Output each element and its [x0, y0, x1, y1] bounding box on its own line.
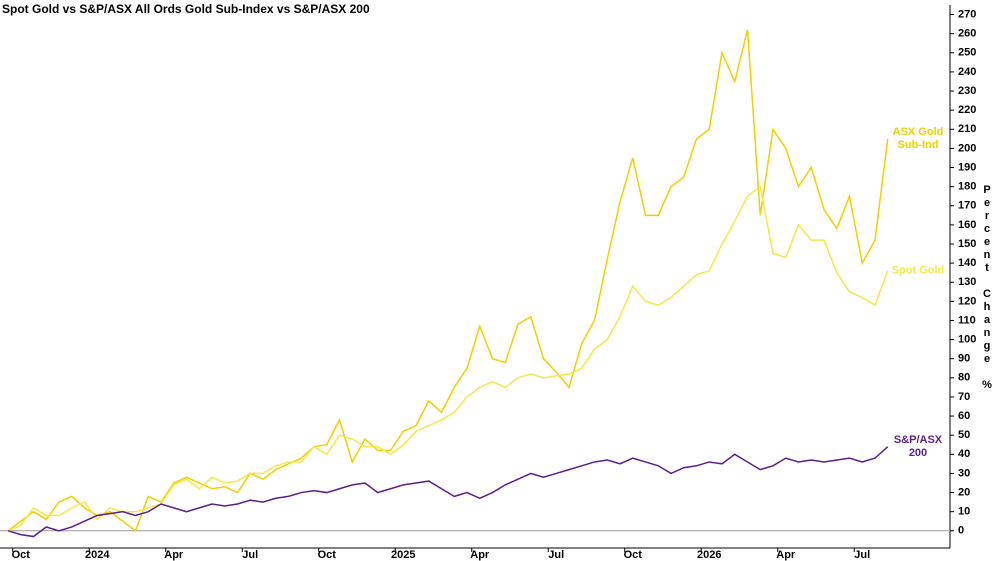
- series-line: [7, 446, 889, 538]
- series-line: [7, 29, 889, 532]
- y-tick-label: 0: [958, 525, 964, 537]
- x-tick-label: Oct: [624, 549, 643, 561]
- x-tick-label: Apr: [470, 549, 490, 561]
- x-tick-label: Oct: [12, 549, 31, 561]
- y-tick-label: 250: [958, 47, 976, 59]
- chart-title: Spot Gold vs S&P/ASX All Ords Gold Sub-I…: [2, 2, 370, 16]
- y-tick-label: 200: [958, 142, 976, 154]
- y-tick-label: 160: [958, 219, 976, 231]
- x-tick-label: Apr: [164, 549, 184, 561]
- y-tick-label: 270: [958, 8, 976, 20]
- x-tick-label: Oct: [318, 549, 337, 561]
- y-tick-label: 210: [958, 123, 976, 135]
- x-tick-label: Jul: [548, 549, 564, 561]
- y-tick-label: 120: [958, 295, 976, 307]
- y-tick-label: 70: [958, 391, 970, 403]
- y-tick-label: 230: [958, 85, 976, 97]
- y-tick-label: 10: [958, 506, 970, 518]
- y-tick-label: 170: [958, 200, 976, 212]
- y-tick-label: 30: [958, 467, 970, 479]
- series-label: S&P/ASX 200: [893, 433, 943, 459]
- y-tick-label: 130: [958, 276, 976, 288]
- y-tick-label: 240: [958, 66, 976, 78]
- y-tick-label: 50: [958, 429, 970, 441]
- x-tick-label: Jul: [854, 549, 870, 561]
- y-tick-label: 220: [958, 104, 976, 116]
- y-tick-label: 80: [958, 372, 970, 384]
- x-tick-label: 2026: [697, 549, 721, 561]
- y-tick-label: 90: [958, 353, 970, 365]
- y-tick-label: 190: [958, 161, 976, 173]
- series-line: [7, 185, 889, 532]
- y-tick-label: 150: [958, 238, 976, 250]
- y-tick-label: 260: [958, 28, 976, 40]
- y-tick-label: 180: [958, 181, 976, 193]
- y-tick-label: 100: [958, 334, 976, 346]
- x-tick-label: 2024: [85, 549, 110, 561]
- x-tick-label: Apr: [776, 549, 796, 561]
- x-tick-label: 2025: [391, 549, 415, 561]
- series-label: ASX Gold Sub-Ind: [892, 125, 944, 151]
- x-tick-label: Jul: [242, 549, 258, 561]
- y-tick-label: 40: [958, 448, 970, 460]
- y-tick-label: 60: [958, 410, 970, 422]
- series-label: Spot Gold: [891, 264, 945, 277]
- y-axis-label: Percent Change %: [981, 184, 993, 392]
- y-tick-label: 140: [958, 257, 976, 269]
- y-tick-label: 20: [958, 486, 970, 498]
- y-tick-label: 110: [958, 314, 976, 326]
